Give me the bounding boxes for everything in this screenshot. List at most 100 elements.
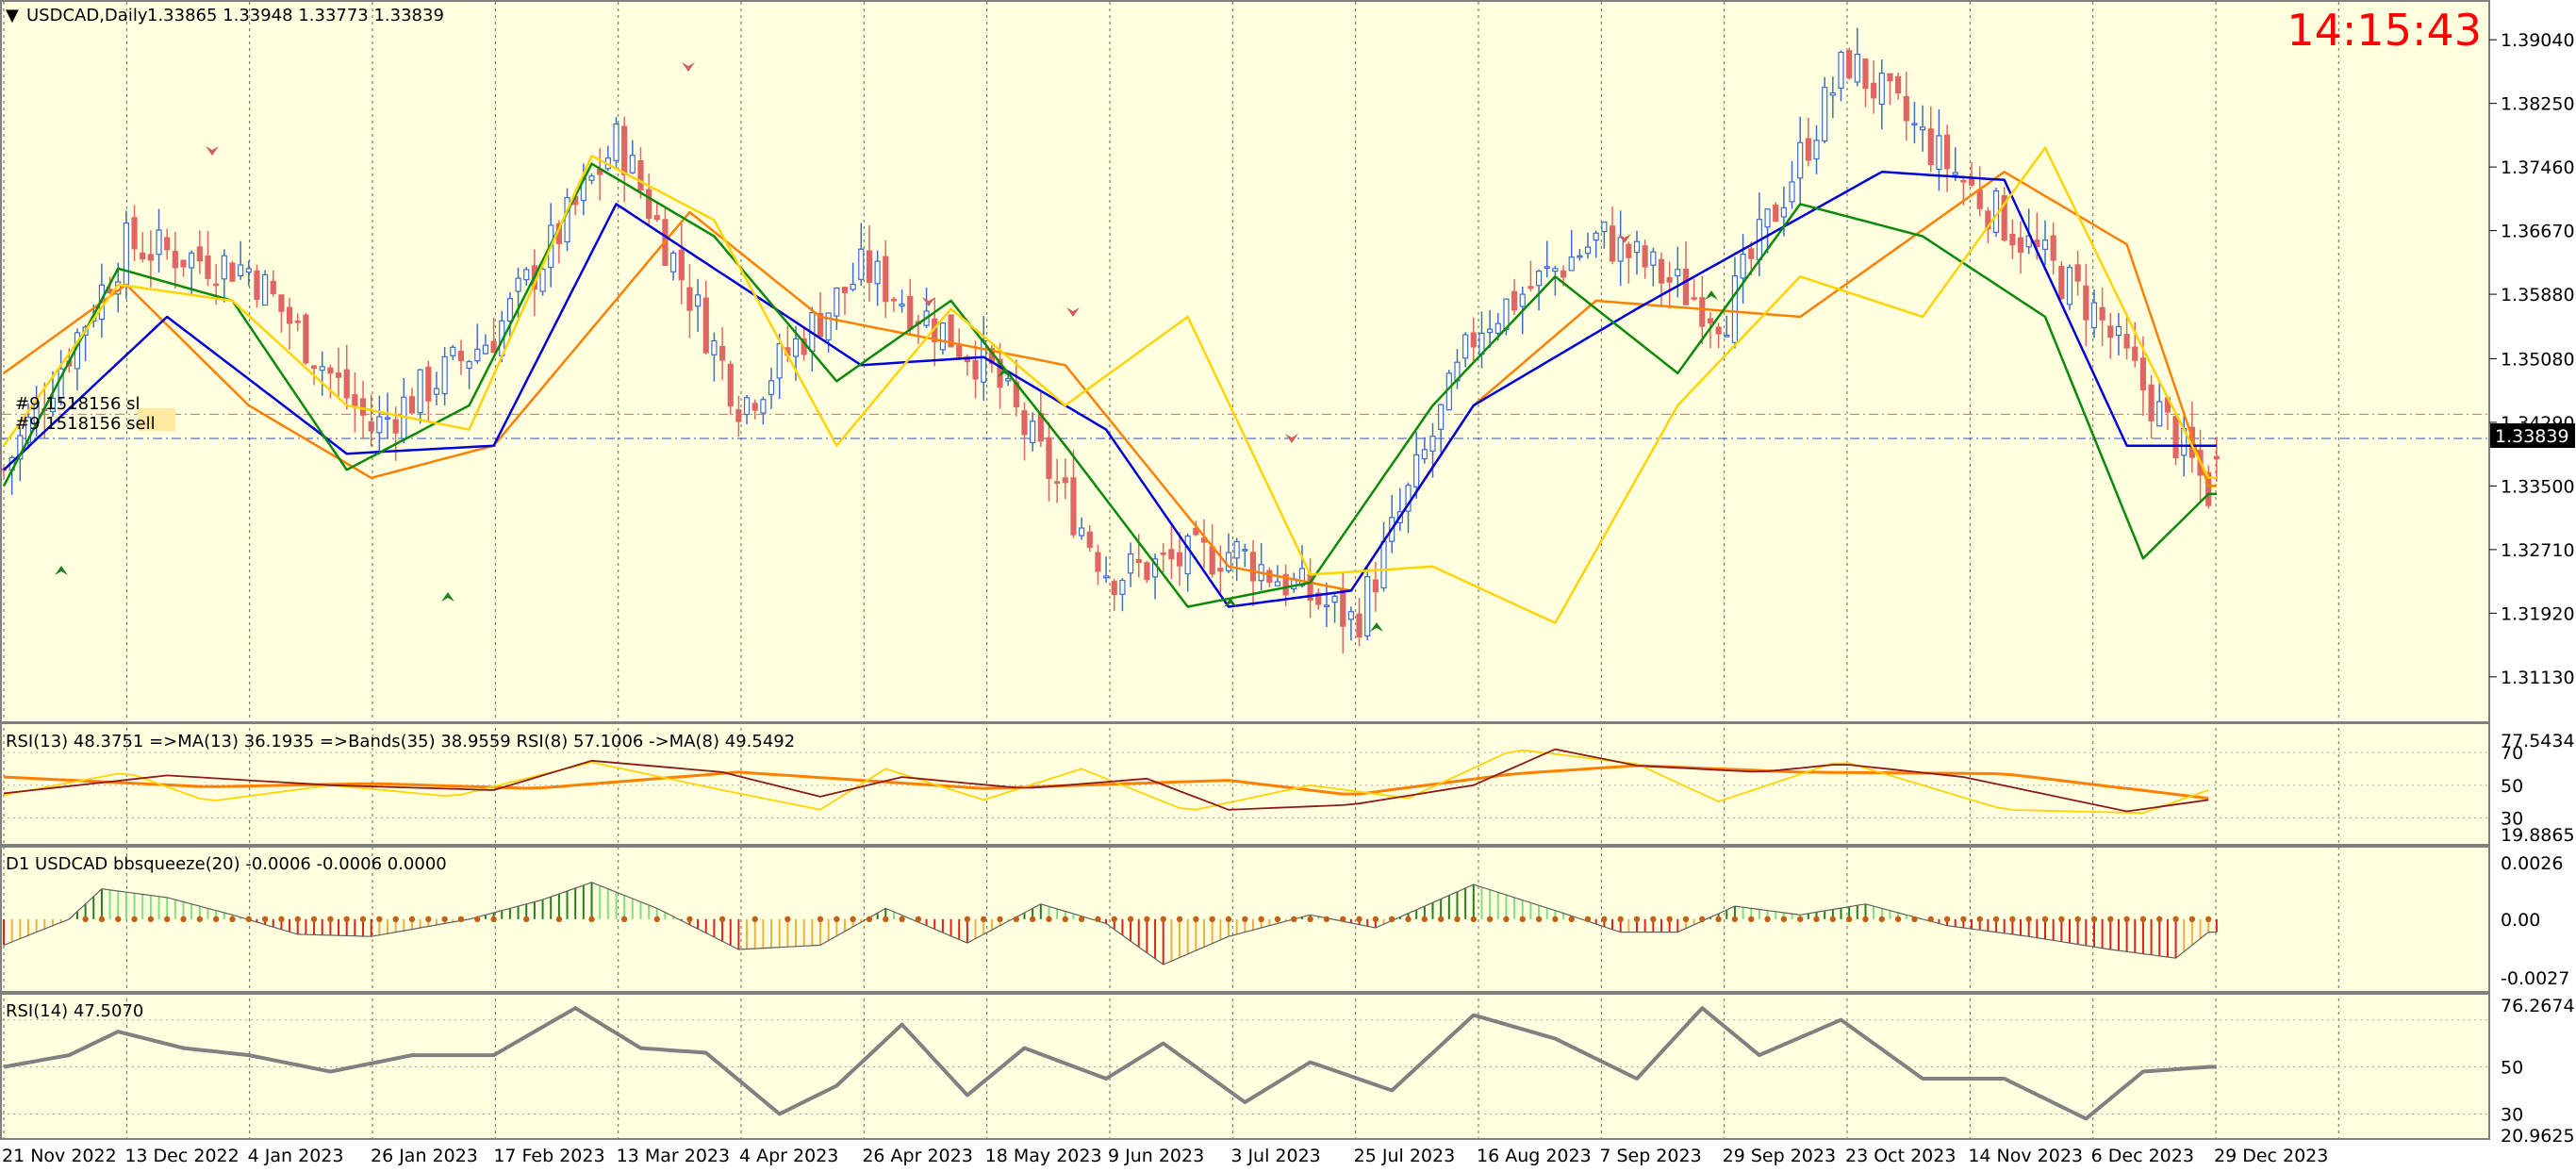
candle-body <box>1160 552 1166 555</box>
x-label: 26 Jan 2023 <box>371 1146 478 1166</box>
rsi13-tick: 30 <box>2501 808 2523 829</box>
candle-body <box>2115 325 2122 337</box>
candle-body <box>1577 255 1583 258</box>
ma-blue-line <box>3 171 2217 608</box>
candle-body <box>1021 410 1028 436</box>
candle-body <box>466 360 472 370</box>
candle-body <box>1184 535 1191 575</box>
candle-body <box>1584 246 1592 255</box>
candle-body <box>457 350 465 362</box>
candle-body <box>1593 232 1599 241</box>
candle-body <box>1601 222 1608 233</box>
candle-body <box>131 217 138 250</box>
candle-body <box>1119 579 1126 595</box>
candle-body <box>2156 401 2163 427</box>
candle-body <box>1633 240 1641 254</box>
x-label: 26 Apr 2023 <box>862 1146 972 1166</box>
candle-body <box>2001 195 2007 241</box>
squeeze-tick: 0.0026 <box>2501 853 2563 874</box>
price-tick: 1.31130 <box>2501 668 2575 688</box>
squeeze-dot <box>425 916 432 923</box>
header-triangle[interactable]: ▼ <box>6 6 19 25</box>
candle-body <box>670 252 677 272</box>
squeeze-dot <box>98 916 106 923</box>
candle-body <box>792 338 800 357</box>
squeeze-dot <box>1225 916 1232 923</box>
squeeze-dot <box>474 916 481 923</box>
x-label: 21 Nov 2022 <box>2 1146 117 1166</box>
candle-body <box>1846 50 1853 79</box>
price-tick: 1.38250 <box>2501 94 2575 115</box>
candle-body <box>1364 575 1371 636</box>
candle-body <box>956 345 963 357</box>
rsi14-line <box>3 1006 2217 1121</box>
candle-body <box>1805 138 1811 161</box>
squeeze-dot <box>1617 916 1624 923</box>
current-price-label: 1.33839 <box>2495 426 2569 447</box>
rsi14-panel[interactable] <box>0 995 2489 1138</box>
order-label-sell: #9 1518156 sell <box>15 414 156 434</box>
rsi14-tick: 30 <box>2501 1104 2523 1125</box>
squeeze-dot <box>1389 916 1395 923</box>
candle-body <box>1666 277 1673 283</box>
squeeze-dot <box>1829 916 1837 923</box>
candle-body <box>1274 581 1281 586</box>
x-label: 29 Dec 2023 <box>2214 1146 2328 1166</box>
candle-body <box>262 273 269 306</box>
candle-body <box>621 125 628 175</box>
candle-body <box>408 396 416 414</box>
candle-body <box>776 342 783 379</box>
squeeze-dot <box>915 916 922 923</box>
candle-body <box>1487 328 1494 334</box>
price-tick: 1.35080 <box>2501 349 2575 370</box>
candle-body <box>1764 208 1771 228</box>
squeeze-dot <box>1976 916 1983 923</box>
x-label: 9 Jun 2023 <box>1108 1146 1204 1166</box>
candle-body <box>1438 404 1445 430</box>
candle-body <box>743 397 751 416</box>
candle-body <box>1519 293 1526 307</box>
candle-body <box>450 346 456 356</box>
squeeze-dot <box>2090 916 2098 923</box>
candle-body <box>588 175 595 181</box>
price-panel[interactable] <box>0 0 2489 720</box>
candle-body <box>1111 581 1117 596</box>
sell-arrow <box>206 146 219 156</box>
candle-body <box>1822 87 1828 142</box>
squeeze-dot <box>523 916 530 923</box>
buy-arrow <box>998 368 1011 377</box>
candle-body <box>1675 269 1681 277</box>
squeeze-dot <box>1584 916 1592 923</box>
candle-body <box>2083 285 2089 321</box>
symbol-label: USDCAD,Daily <box>26 6 148 25</box>
candle-body <box>2090 302 2098 329</box>
squeeze-dot <box>1780 916 1788 923</box>
candle-body <box>294 320 301 323</box>
candle-body <box>1862 58 1869 90</box>
candle-body <box>1331 595 1338 603</box>
candle-body <box>352 393 358 407</box>
candle-body <box>1773 204 1779 223</box>
squeeze-dot <box>899 916 905 923</box>
price-tick: 1.33500 <box>2501 476 2575 497</box>
candle-body <box>1298 568 1306 586</box>
candle-body <box>123 222 129 286</box>
candle-body <box>678 249 685 281</box>
candle-body <box>25 416 32 443</box>
candle-body <box>278 294 285 312</box>
candle-body <box>270 280 276 294</box>
candle-body <box>205 256 211 279</box>
buy-arrow <box>441 592 454 602</box>
candle-body <box>2058 266 2065 300</box>
candle-body <box>834 287 840 317</box>
squeeze-dot <box>1078 916 1085 923</box>
vertical-grid <box>3 2 2339 1138</box>
candle-body <box>1102 575 1110 579</box>
squeeze-dot <box>1274 916 1281 923</box>
candle-body <box>883 256 889 303</box>
candle-body <box>694 294 702 307</box>
candle-body <box>474 348 481 362</box>
candle-body <box>1225 552 1232 571</box>
candle-body <box>1952 172 1958 175</box>
candle-body <box>1315 592 1322 605</box>
